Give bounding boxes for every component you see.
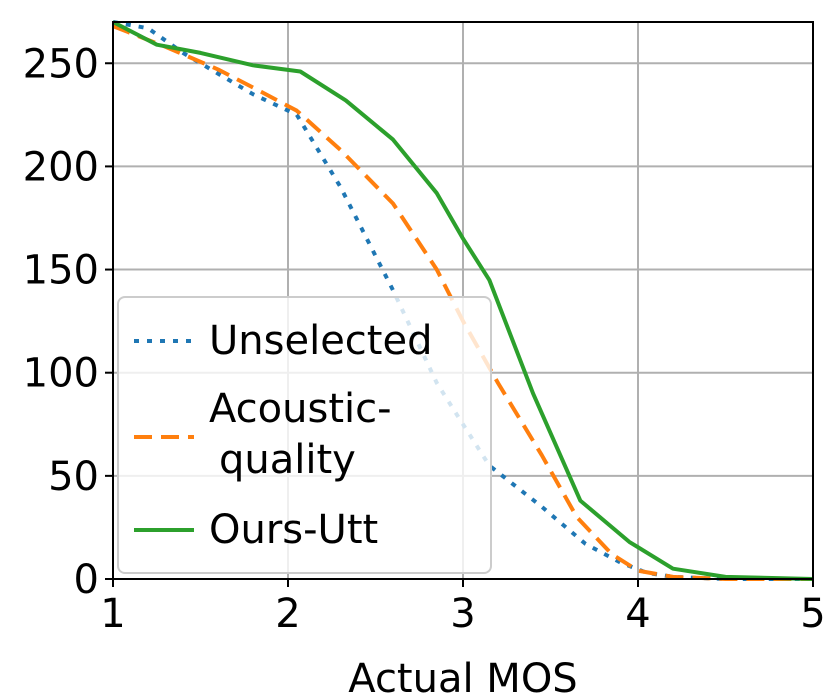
x-axis-label: Actual MOS [348, 656, 577, 700]
legend-label-ours-utt: Ours-Utt [209, 507, 378, 553]
y-tick-label: 200 [23, 144, 99, 190]
y-tick-label: 250 [23, 41, 99, 87]
legend-box [117, 296, 492, 574]
x-tick-label: 1 [100, 591, 125, 637]
x-tick-label: 2 [275, 591, 300, 637]
y-tick-label: 0 [74, 557, 99, 603]
y-tick-label: 100 [23, 351, 99, 397]
legend-label-acoustic-quality: Acoustic- [209, 386, 392, 432]
y-tick-label: 150 [23, 248, 99, 294]
x-tick-label: 5 [800, 591, 825, 637]
series-line-ours-utt [112, 20, 814, 581]
legend: Unselected Acoustic-quality Ours-Utt [117, 296, 492, 574]
x-tick-label: 3 [450, 591, 475, 637]
x-tick-label: 4 [625, 591, 650, 637]
legend-label-acoustic-quality: quality [219, 437, 356, 483]
legend-label-unselected: Unselected [209, 318, 432, 364]
y-tick-label: 50 [48, 454, 99, 500]
